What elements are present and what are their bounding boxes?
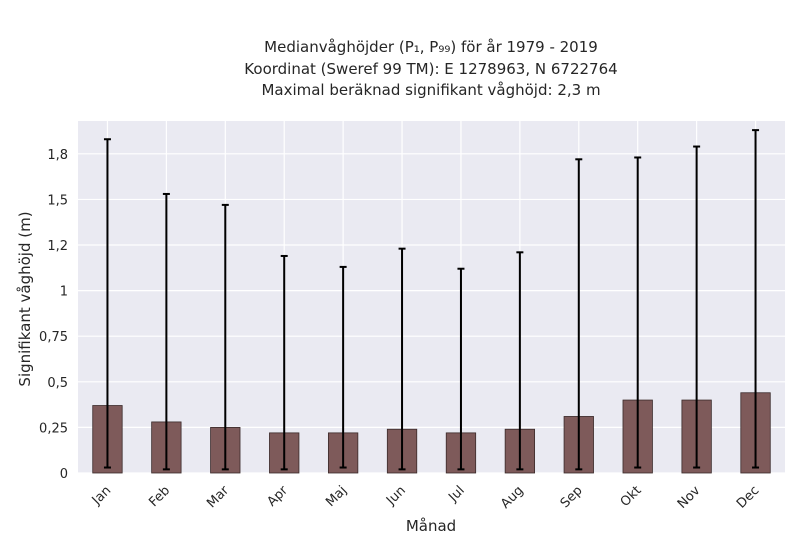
x-tick-label: Jan <box>89 483 114 508</box>
chart-title: Medianvåghöjder (P₁, P₉₉) för år 1979 - … <box>244 38 617 99</box>
x-tick-label: Mar <box>204 483 232 511</box>
title-line-2: Koordinat (Sweref 99 TM): E 1278963, N 6… <box>244 60 617 78</box>
x-tick-label: Dec <box>734 483 762 511</box>
error-bar-maj <box>339 265 347 469</box>
y-tick-label: 0,25 <box>39 421 68 436</box>
x-tick-label: Apr <box>265 483 292 510</box>
error-bar-dec <box>752 129 760 469</box>
x-tick-label: Sep <box>558 483 586 511</box>
y-axis-label: Signifikant våghöjd (m) <box>16 211 34 386</box>
title-line-1: Medianvåghöjder (P₁, P₉₉) för år 1979 - … <box>264 38 598 56</box>
y-tick-label: 0 <box>60 467 68 482</box>
x-tick-label: Nov <box>675 483 704 512</box>
x-tick-label: Aug <box>498 483 527 512</box>
error-bar-aug <box>516 251 524 471</box>
error-bar-apr <box>280 254 288 471</box>
x-tick-label: Jul <box>445 483 467 505</box>
error-bar-jan <box>103 138 111 469</box>
y-tick-label: 1,5 <box>47 193 68 208</box>
title-line-3: Maximal beräknad signifikant våghöjd: 2,… <box>261 81 600 99</box>
y-tick-label: 0,75 <box>39 330 68 345</box>
plot-area <box>78 121 785 473</box>
y-tick-labels: 0 0,25 0,5 0,75 1 1,2 1,5 1,8 <box>39 148 68 482</box>
error-bar-feb <box>162 192 170 471</box>
x-axis-label: Månad <box>406 517 456 535</box>
x-tick-label: Maj <box>323 483 350 510</box>
error-bar-sep <box>575 158 583 471</box>
x-tick-label: Feb <box>146 483 173 510</box>
error-bars <box>103 129 760 471</box>
error-bar-okt <box>634 156 642 469</box>
error-bar-jul <box>457 267 465 471</box>
error-bar-jun <box>398 247 406 471</box>
y-tick-label: 0,5 <box>47 376 68 391</box>
x-tick-label: Okt <box>618 483 645 510</box>
x-tick-label: Jun <box>383 483 409 509</box>
x-tick-labels: Jan Feb Mar Apr Maj Jun Jul Aug Sep Okt Nov Dec <box>89 483 763 512</box>
error-bar-nov <box>693 145 701 469</box>
y-tick-label: 1,8 <box>47 148 68 163</box>
error-bar-mar <box>221 203 229 471</box>
y-tick-label: 1 <box>60 285 68 300</box>
y-tick-label: 1,2 <box>47 239 68 254</box>
